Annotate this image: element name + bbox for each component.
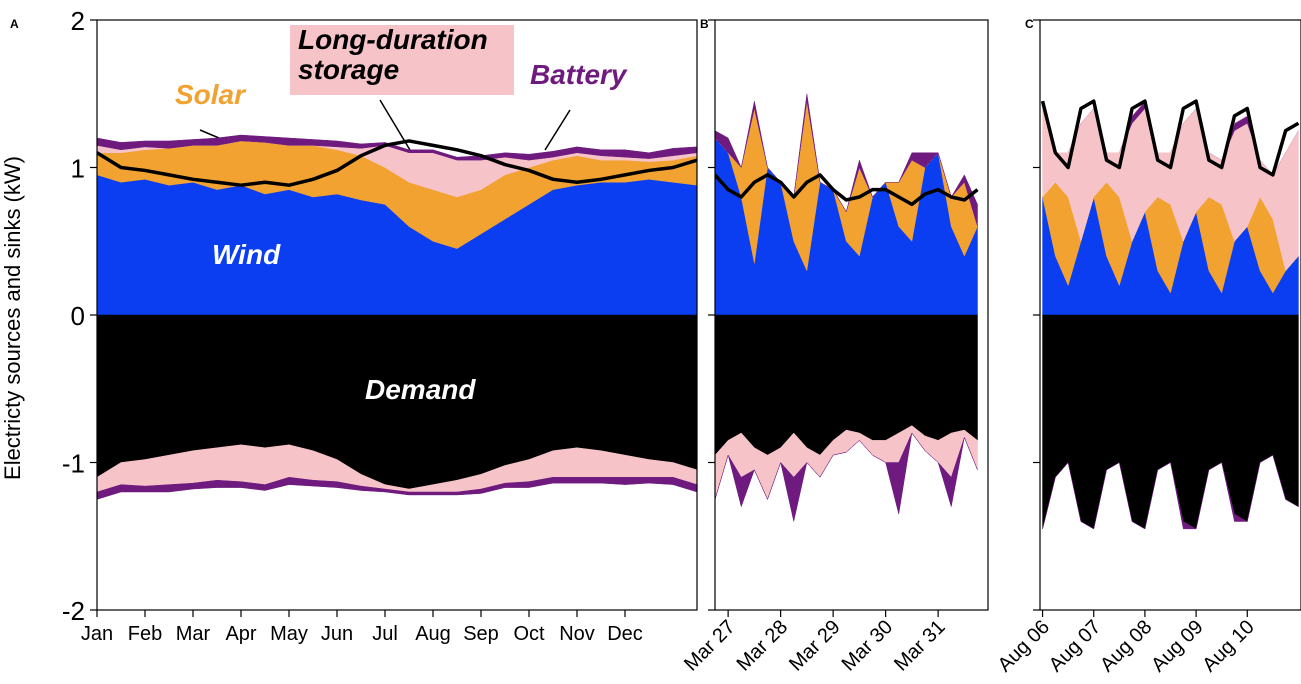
x-tick-label: Aug 06 <box>994 616 1054 676</box>
x-tick-label: Dec <box>607 623 643 645</box>
leader <box>544 109 571 151</box>
x-tick-label: Aug 07 <box>1045 616 1105 676</box>
x-tick-label: Jan <box>81 623 113 645</box>
solar-label: Solar <box>175 79 246 110</box>
line <box>1040 99 1300 177</box>
wind-label: Wind <box>212 239 281 270</box>
area <box>97 134 697 161</box>
x-tick-label: Mar 28 <box>733 616 793 676</box>
x-tick-label: Mar 27 <box>680 616 740 676</box>
line <box>97 139 697 187</box>
y-tick-label: 1 <box>71 154 85 184</box>
x-tick-label: Mar 29 <box>785 616 845 676</box>
x-tick-label: Apr <box>225 623 256 645</box>
panel-letter: B <box>700 17 709 31</box>
battery-label: Battery <box>530 59 627 90</box>
area <box>715 432 978 522</box>
x-tick-label: Oct <box>513 623 545 645</box>
y-axis-label: Electricty sources and sinks (kW) <box>0 156 25 480</box>
area <box>1042 454 1299 530</box>
area <box>1042 314 1299 530</box>
x-tick-label: Aug <box>415 623 451 645</box>
x-tick-label: May <box>270 623 308 645</box>
plot-area <box>1040 99 1300 530</box>
y-tick-label: -2 <box>62 596 85 626</box>
y-tick-label: 2 <box>71 6 85 36</box>
x-tick-label: Mar 31 <box>890 616 950 676</box>
x-tick-label: Aug 09 <box>1147 616 1207 676</box>
y-tick-label: 0 <box>71 301 85 331</box>
x-tick-label: Nov <box>559 623 595 645</box>
y-tick-label: -1 <box>62 449 85 479</box>
plot-area <box>715 93 979 522</box>
plot-area <box>97 134 697 500</box>
panel-letter: C <box>1025 17 1034 31</box>
x-tick-label: Mar 30 <box>838 616 898 676</box>
area <box>97 476 697 500</box>
x-tick-label: Sep <box>463 623 499 645</box>
demand-label: Demand <box>365 374 476 405</box>
x-tick-label: Feb <box>128 623 162 645</box>
lds-label: Long-duration storage <box>290 25 514 95</box>
x-tick-label: Jun <box>321 623 353 645</box>
x-tick-label: Aug 10 <box>1198 616 1258 676</box>
x-tick-label: Mar <box>176 623 211 645</box>
x-tick-label: Aug 08 <box>1096 616 1156 676</box>
x-tick-label: Jul <box>372 623 398 645</box>
line <box>715 173 979 207</box>
panel-letter: A <box>10 17 19 31</box>
